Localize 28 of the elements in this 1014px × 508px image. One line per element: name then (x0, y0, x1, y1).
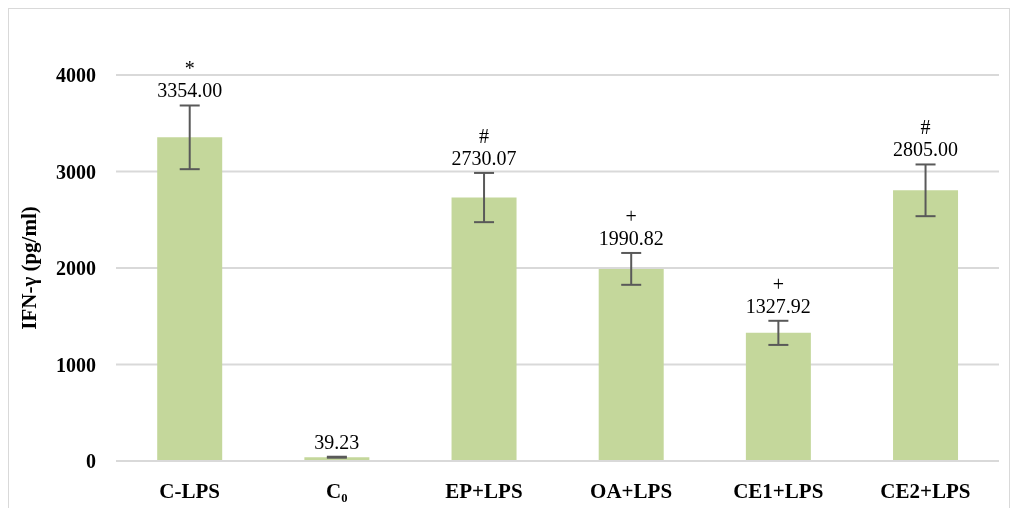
data-label: 1990.82 (598, 226, 664, 249)
bar (893, 190, 959, 461)
y-tick-label: 1000 (56, 353, 96, 376)
data-label: 39.23 (314, 430, 360, 453)
x-tick-label: CE2+LPS (880, 478, 971, 503)
annotation: # (479, 124, 490, 147)
data-label: 2805.00 (893, 138, 959, 161)
y-tick-label: 3000 (56, 160, 96, 183)
annotation: + (772, 272, 785, 295)
data-label: 2730.07 (451, 146, 517, 169)
annotation: * (184, 57, 195, 80)
bar (745, 332, 811, 461)
bar (451, 197, 517, 461)
y-axis-title: IFN-γ (pg/ml) (17, 206, 42, 330)
bar (598, 268, 664, 461)
annotation: + (625, 204, 637, 227)
x-tick-label: C₀ (326, 478, 348, 503)
y-tick-label: 4000 (56, 64, 96, 87)
data-label: 3354.00 (157, 79, 223, 102)
y-tick-label: 0 (86, 450, 96, 473)
bar (157, 137, 223, 461)
y-tick-label: 2000 (56, 257, 96, 280)
x-tick-label: C-LPS (159, 478, 220, 503)
x-tick-label: OA+LPS (590, 478, 673, 503)
x-tick-label: CE1+LPS (733, 478, 824, 503)
data-label: 1327.92 (745, 294, 811, 317)
annotation: # (920, 116, 931, 139)
x-tick-label: EP+LPS (445, 478, 523, 503)
